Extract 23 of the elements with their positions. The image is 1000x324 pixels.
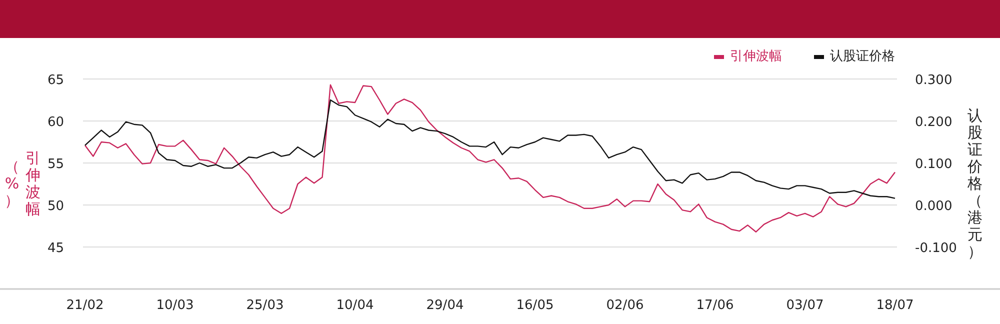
y-tick-label: 55 [47,157,64,172]
x-tick-label: 17/06 [696,298,734,313]
x-tick-label: 10/03 [156,298,194,313]
x-tick-label: 10/04 [336,298,374,313]
x-tick-label: 18/07 [876,298,914,313]
x-tick-label: 21/02 [66,298,104,313]
y-tick-label: 65 [47,73,64,88]
legend-label: 引伸波幅 [730,49,782,64]
y2-axis-title: 认股证价格（港元） [968,106,982,260]
x-tick-label: 03/07 [786,298,824,313]
x-tick-label: 29/04 [426,298,464,313]
y-tick-label: 50 [47,199,64,214]
y-tick-label: 45 [47,241,64,256]
y-tick-label: 60 [47,115,64,130]
y2-tick-label: 0.100 [915,157,952,172]
y2-tick-label: -0.100 [915,241,957,256]
y2-tick-label: 0.200 [915,115,952,130]
legend-label: 认股证价格 [830,49,895,64]
y2-tick-label: 0.000 [915,199,952,214]
y2-tick-label: 0.300 [915,73,952,88]
x-tick-label: 16/05 [516,298,554,313]
x-tick-label: 25/03 [246,298,284,313]
x-tick-label: 02/06 [606,298,644,313]
